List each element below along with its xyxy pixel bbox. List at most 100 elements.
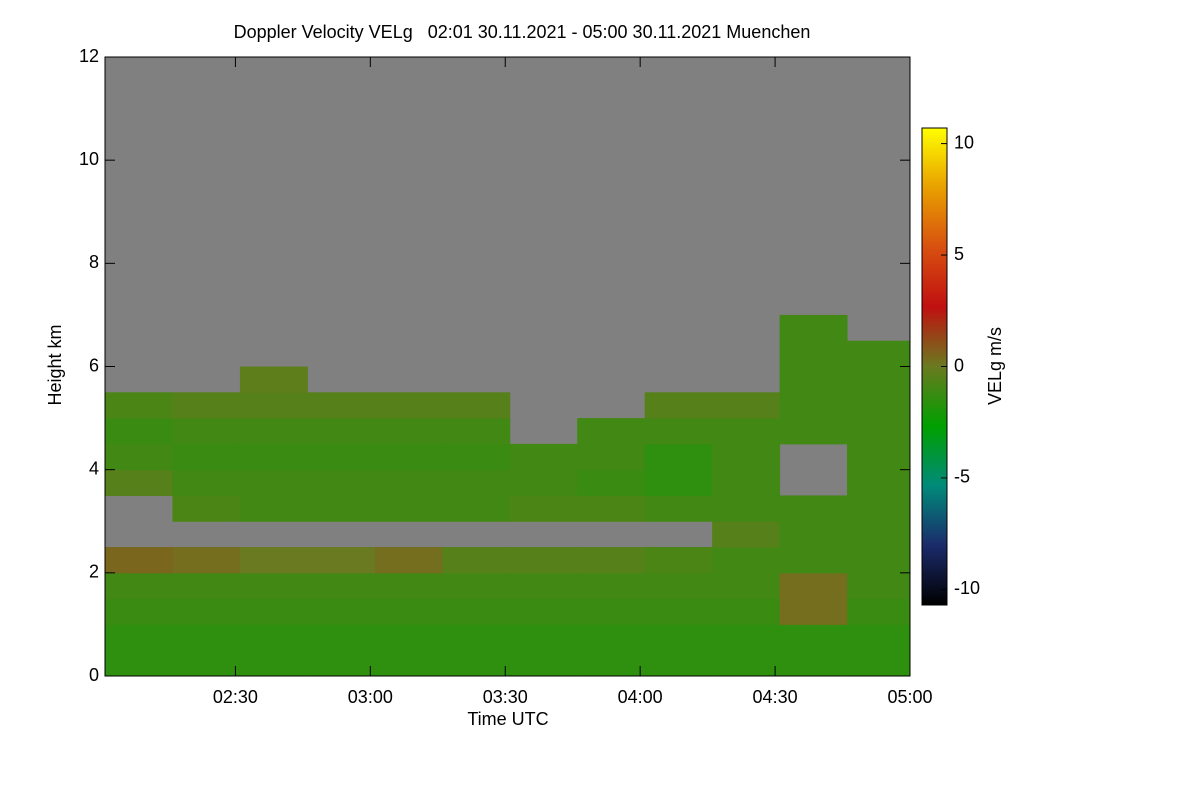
heatmap-cell [374,469,443,496]
heatmap-cell [644,495,713,522]
heatmap-cell [442,443,511,471]
heatmap-cell [442,495,511,522]
heatmap-cell [442,392,511,419]
heatmap-cell [239,392,308,419]
heatmap-cell [172,547,241,574]
heatmap-cell [374,547,443,574]
heatmap-cell [712,547,781,574]
y-tick-label: 2 [89,562,99,582]
heatmap-cell [509,495,578,522]
heatmap-cell [577,624,646,651]
heatmap-cell [374,650,443,677]
heatmap-cell [307,650,376,677]
heatmap-cell [442,418,511,445]
heatmap-cell [644,598,713,625]
heatmap-cell [779,624,848,651]
heatmap-cell [509,469,578,496]
heatmap-cell [847,418,911,445]
heatmap-cell [779,392,848,419]
heatmap-cell [239,547,308,574]
heatmap-cell [239,572,308,600]
heatmap-cell [374,392,443,419]
x-axis-label: Time UTC [467,709,548,729]
heatmap-cell [779,418,848,445]
heatmap-cell [779,314,848,342]
y-tick-label: 12 [79,46,99,66]
heatmap-cell [307,572,376,600]
heatmap-cell [712,469,781,496]
heatmap-cell [172,624,241,651]
heatmap-cell [779,650,848,677]
y-tick-label: 4 [89,458,99,478]
heatmap-cell [847,392,911,419]
heatmap-cell [644,572,713,600]
heatmap-cell [442,598,511,625]
heatmap-cell [307,547,376,574]
heatmap-cell [105,572,173,600]
heatmap-cell [442,469,511,496]
heatmap-cell [509,547,578,574]
heatmap-cell [847,340,911,367]
heatmap-cell [172,443,241,471]
heatmap-cell [307,469,376,496]
heatmap-cell [239,624,308,651]
heatmap-cell [307,624,376,651]
colorbar-tick-label: 5 [954,244,964,264]
heatmap-cell [644,624,713,651]
heatmap-cell [577,418,646,445]
heatmap-cell [847,624,911,651]
heatmap-cell [712,521,781,548]
heatmap-cell [847,495,911,522]
heatmap-cell [712,572,781,600]
heatmap-cell [239,495,308,522]
colorbar-tick-label: -10 [954,578,980,598]
heatmap-cell [509,650,578,677]
heatmap-cell [239,366,308,393]
heatmap-cell [374,418,443,445]
heatmap-cell [779,366,848,393]
heatmap-cell [374,624,443,651]
heatmap-cell [105,624,173,651]
heatmap-cell [442,547,511,574]
heatmap-cell [779,547,848,574]
heatmap-cell [374,572,443,600]
heatmap-cell [509,598,578,625]
heatmap-cell [172,572,241,600]
heatmap-cell [779,598,848,625]
heatmap-cell [577,650,646,677]
heatmap-cell [847,521,911,548]
heatmap-cell [644,547,713,574]
heatmap-cell [847,443,911,471]
y-tick-label: 6 [89,355,99,375]
x-tick-label: 02:30 [213,687,258,707]
heatmap-cell [712,418,781,445]
heatmap-cell [509,624,578,651]
y-tick-label: 8 [89,252,99,272]
x-tick-label: 04:30 [753,687,798,707]
heatmap-cell [847,366,911,393]
heatmap-cell [239,418,308,445]
heatmap-cell [172,495,241,522]
heatmap-cell [239,598,308,625]
heatmap-cell [307,418,376,445]
heatmap-cell [307,392,376,419]
heatmap-cell [105,469,173,496]
colorbar-tick-label: -5 [954,467,970,487]
heatmap-cell [172,469,241,496]
heatmap-cell [847,469,911,496]
y-axis-label: Height km [45,324,65,405]
heatmap-cell [779,521,848,548]
y-tick-label: 10 [79,149,99,169]
heatmap-cell [577,572,646,600]
x-tick-label: 05:00 [887,687,932,707]
x-tick-label: 04:00 [618,687,663,707]
heatmap-cell [105,650,173,677]
heatmap-cell [644,469,713,496]
heatmap-cell [712,495,781,522]
heatmap-cell [105,443,173,471]
y-tick-label: 0 [89,665,99,685]
heatmap-cell [644,650,713,677]
heatmap-cell [307,495,376,522]
heatmap-cell [644,392,713,419]
